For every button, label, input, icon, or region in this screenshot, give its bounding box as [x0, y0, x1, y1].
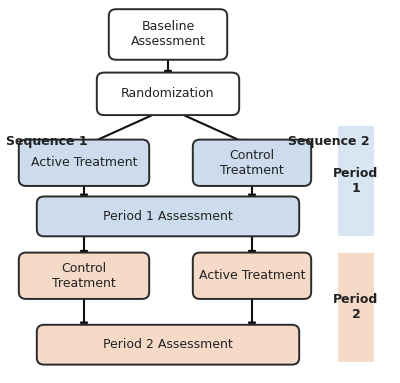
FancyBboxPatch shape	[338, 253, 374, 362]
Text: Sequence 1: Sequence 1	[6, 135, 88, 148]
Text: Period
1: Period 1	[333, 167, 379, 195]
FancyBboxPatch shape	[37, 196, 299, 236]
FancyBboxPatch shape	[19, 253, 149, 299]
FancyBboxPatch shape	[97, 73, 239, 115]
FancyBboxPatch shape	[37, 325, 299, 365]
FancyBboxPatch shape	[193, 140, 311, 186]
Text: Period 1 Assessment: Period 1 Assessment	[103, 210, 233, 223]
FancyBboxPatch shape	[338, 126, 374, 236]
Text: Period
2: Period 2	[333, 293, 379, 321]
Text: Sequence 2: Sequence 2	[288, 135, 370, 148]
Text: Baseline
Assessment: Baseline Assessment	[130, 20, 206, 49]
Text: Active Treatment: Active Treatment	[199, 269, 305, 282]
Text: Active Treatment: Active Treatment	[31, 156, 137, 169]
Text: Control
Treatment: Control Treatment	[52, 262, 116, 290]
Text: Control
Treatment: Control Treatment	[220, 149, 284, 177]
FancyBboxPatch shape	[193, 253, 311, 299]
FancyBboxPatch shape	[109, 9, 227, 60]
Text: Randomization: Randomization	[121, 87, 215, 100]
Text: Period 2 Assessment: Period 2 Assessment	[103, 338, 233, 351]
FancyBboxPatch shape	[19, 140, 149, 186]
